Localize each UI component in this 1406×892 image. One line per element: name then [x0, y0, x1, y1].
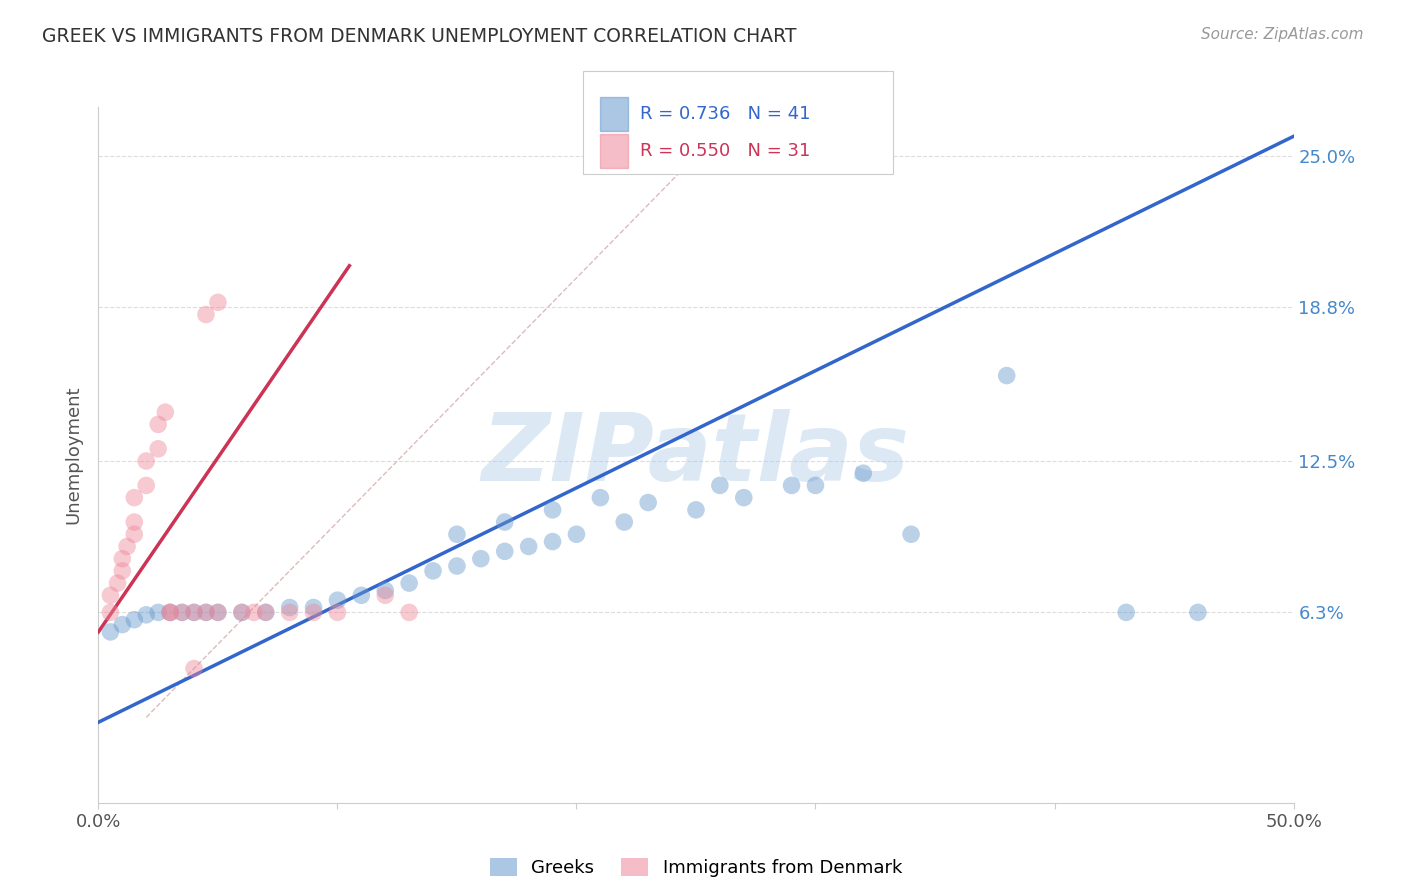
Point — [172, 606, 194, 620]
Point — [111, 617, 134, 632]
Point — [541, 534, 564, 549]
Point — [207, 606, 229, 620]
Point — [194, 606, 218, 620]
Point — [98, 606, 122, 620]
Point — [326, 593, 349, 607]
Point — [398, 606, 420, 620]
Point — [541, 503, 564, 517]
Point — [124, 527, 146, 541]
Point — [172, 606, 194, 620]
Point — [565, 527, 588, 541]
Text: ZIPatlas: ZIPatlas — [482, 409, 910, 501]
Point — [183, 606, 205, 620]
Point — [494, 544, 516, 558]
Point — [278, 600, 301, 615]
Point — [852, 467, 875, 481]
Point — [685, 503, 707, 517]
Y-axis label: Unemployment: Unemployment — [65, 385, 83, 524]
Point — [398, 576, 420, 591]
Point — [1115, 606, 1137, 620]
Point — [183, 661, 205, 675]
Point — [111, 551, 134, 566]
Point — [470, 551, 492, 566]
Point — [207, 295, 229, 310]
Point — [159, 606, 181, 620]
Point — [278, 606, 301, 620]
Point — [159, 606, 181, 620]
Point — [374, 583, 396, 598]
Text: R = 0.550   N = 31: R = 0.550 N = 31 — [640, 143, 810, 161]
Point — [422, 564, 444, 578]
Point — [900, 527, 922, 541]
Point — [243, 606, 266, 620]
Point — [148, 417, 170, 432]
Point — [183, 606, 205, 620]
Point — [302, 606, 325, 620]
Point — [148, 606, 170, 620]
Point — [613, 515, 636, 529]
Point — [254, 606, 277, 620]
Point — [107, 576, 129, 591]
Point — [254, 606, 277, 620]
Point — [207, 606, 229, 620]
Point — [374, 588, 396, 602]
Text: Source: ZipAtlas.com: Source: ZipAtlas.com — [1201, 27, 1364, 42]
Point — [115, 540, 138, 554]
Point — [350, 588, 373, 602]
Point — [155, 405, 177, 419]
Text: GREEK VS IMMIGRANTS FROM DENMARK UNEMPLOYMENT CORRELATION CHART: GREEK VS IMMIGRANTS FROM DENMARK UNEMPLO… — [42, 27, 797, 45]
Point — [98, 624, 122, 639]
Point — [446, 527, 468, 541]
Point — [135, 607, 157, 622]
Point — [135, 454, 157, 468]
Point — [194, 308, 218, 322]
Point — [148, 442, 170, 456]
Point — [98, 588, 122, 602]
Point — [194, 606, 218, 620]
Point — [1187, 606, 1209, 620]
Point — [302, 600, 325, 615]
Point — [231, 606, 253, 620]
Point — [494, 515, 516, 529]
Legend: Greeks, Immigrants from Denmark: Greeks, Immigrants from Denmark — [482, 850, 910, 884]
Point — [135, 478, 157, 492]
Point — [733, 491, 755, 505]
Point — [124, 515, 146, 529]
Point — [804, 478, 827, 492]
Text: R = 0.736   N = 41: R = 0.736 N = 41 — [640, 105, 810, 123]
Point — [780, 478, 803, 492]
Point — [446, 559, 468, 574]
Point — [111, 564, 134, 578]
Point — [589, 491, 612, 505]
Point — [995, 368, 1018, 383]
Point — [231, 606, 253, 620]
Point — [124, 613, 146, 627]
Point — [159, 606, 181, 620]
Point — [637, 495, 659, 509]
Point — [709, 478, 731, 492]
Point — [517, 540, 540, 554]
Point — [124, 491, 146, 505]
Point — [326, 606, 349, 620]
